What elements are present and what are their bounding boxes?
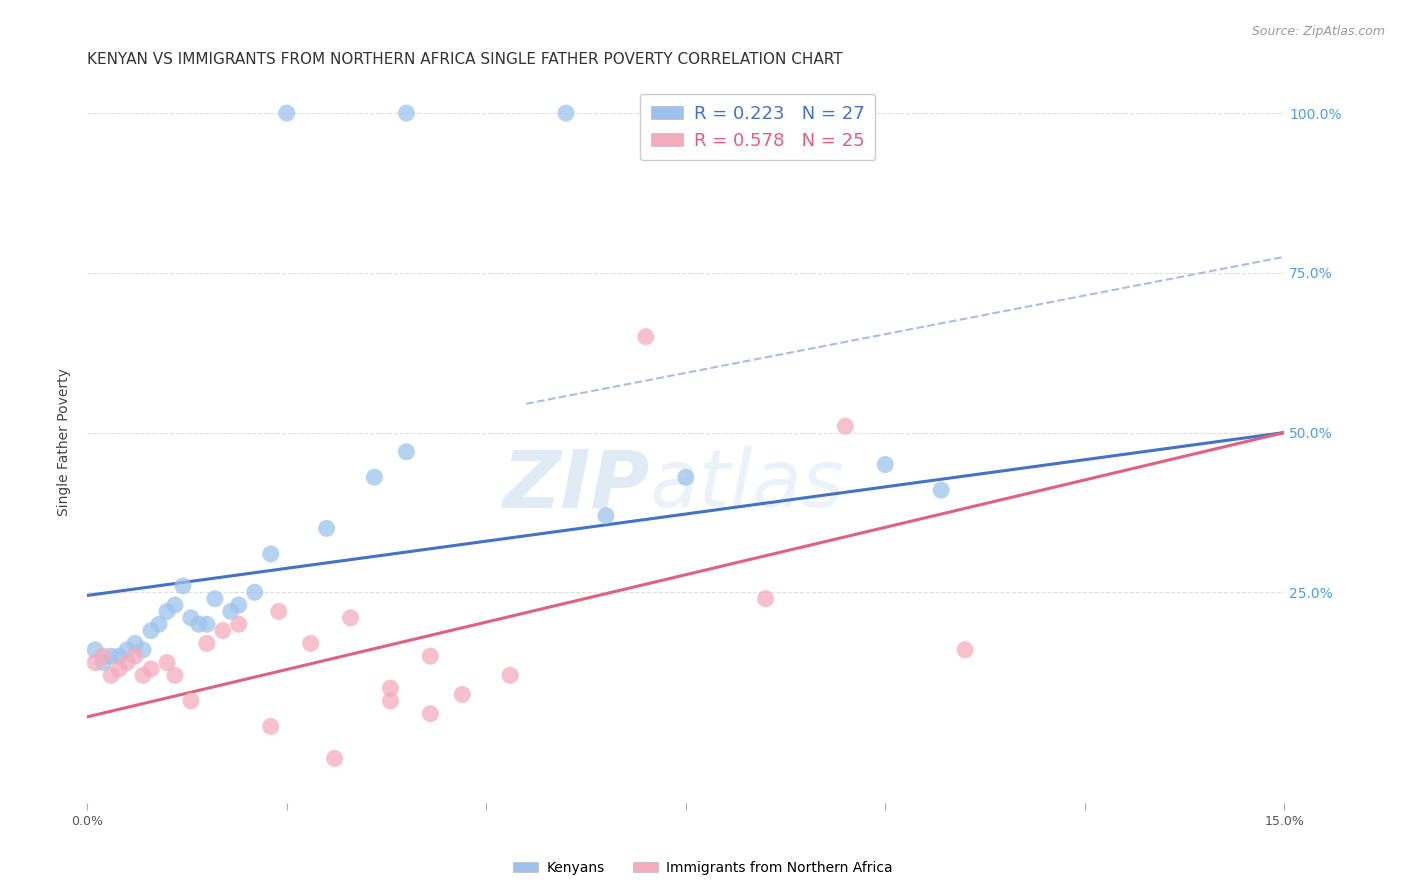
- Point: [91, 649, 114, 664]
- Point: [132, 642, 155, 657]
- Point: [84, 656, 107, 670]
- Legend: Kenyans, Immigrants from Northern Africa: Kenyans, Immigrants from Northern Africa: [508, 855, 898, 880]
- Point: [100, 649, 122, 664]
- Text: KENYAN VS IMMIGRANTS FROM NORTHERN AFRICA SINGLE FATHER POVERTY CORRELATION CHAR: KENYAN VS IMMIGRANTS FROM NORTHERN AFRIC…: [87, 53, 842, 68]
- Point: [339, 611, 361, 625]
- Point: [754, 591, 776, 606]
- Point: [204, 591, 226, 606]
- Point: [148, 617, 170, 632]
- Point: [156, 656, 179, 670]
- Point: [91, 656, 114, 670]
- Text: Source: ZipAtlas.com: Source: ZipAtlas.com: [1251, 25, 1385, 38]
- Point: [228, 598, 250, 612]
- Point: [228, 617, 250, 632]
- Point: [219, 604, 242, 618]
- Point: [595, 508, 617, 523]
- Point: [260, 547, 283, 561]
- Text: ZIP: ZIP: [502, 447, 650, 524]
- Point: [180, 694, 202, 708]
- Text: atlas: atlas: [650, 447, 845, 524]
- Point: [634, 329, 657, 343]
- Point: [108, 662, 131, 676]
- Point: [180, 611, 202, 625]
- Point: [243, 585, 266, 599]
- Point: [299, 636, 322, 650]
- Point: [139, 662, 162, 676]
- Point: [395, 444, 418, 458]
- Point: [953, 642, 976, 657]
- Point: [451, 688, 474, 702]
- Point: [187, 617, 209, 632]
- Point: [260, 719, 283, 733]
- Point: [100, 668, 122, 682]
- Point: [363, 470, 385, 484]
- Point: [115, 656, 138, 670]
- Point: [156, 604, 179, 618]
- Point: [84, 642, 107, 657]
- Point: [380, 694, 402, 708]
- Point: [267, 604, 290, 618]
- Point: [315, 521, 337, 535]
- Point: [124, 649, 146, 664]
- Point: [139, 624, 162, 638]
- Point: [211, 624, 233, 638]
- Point: [195, 636, 218, 650]
- Point: [195, 617, 218, 632]
- Point: [555, 106, 578, 120]
- Point: [172, 579, 194, 593]
- Point: [875, 458, 897, 472]
- Point: [395, 106, 418, 120]
- Point: [419, 649, 441, 664]
- Point: [124, 636, 146, 650]
- Point: [499, 668, 522, 682]
- Point: [108, 649, 131, 664]
- Point: [929, 483, 952, 497]
- Point: [163, 668, 186, 682]
- Point: [834, 419, 856, 434]
- Point: [163, 598, 186, 612]
- Point: [276, 106, 298, 120]
- Point: [323, 751, 346, 765]
- Point: [419, 706, 441, 721]
- Point: [380, 681, 402, 695]
- Point: [132, 668, 155, 682]
- Legend: R = 0.223   N = 27, R = 0.578   N = 25: R = 0.223 N = 27, R = 0.578 N = 25: [640, 94, 876, 161]
- Point: [675, 470, 697, 484]
- Point: [115, 642, 138, 657]
- Y-axis label: Single Father Poverty: Single Father Poverty: [58, 368, 72, 516]
